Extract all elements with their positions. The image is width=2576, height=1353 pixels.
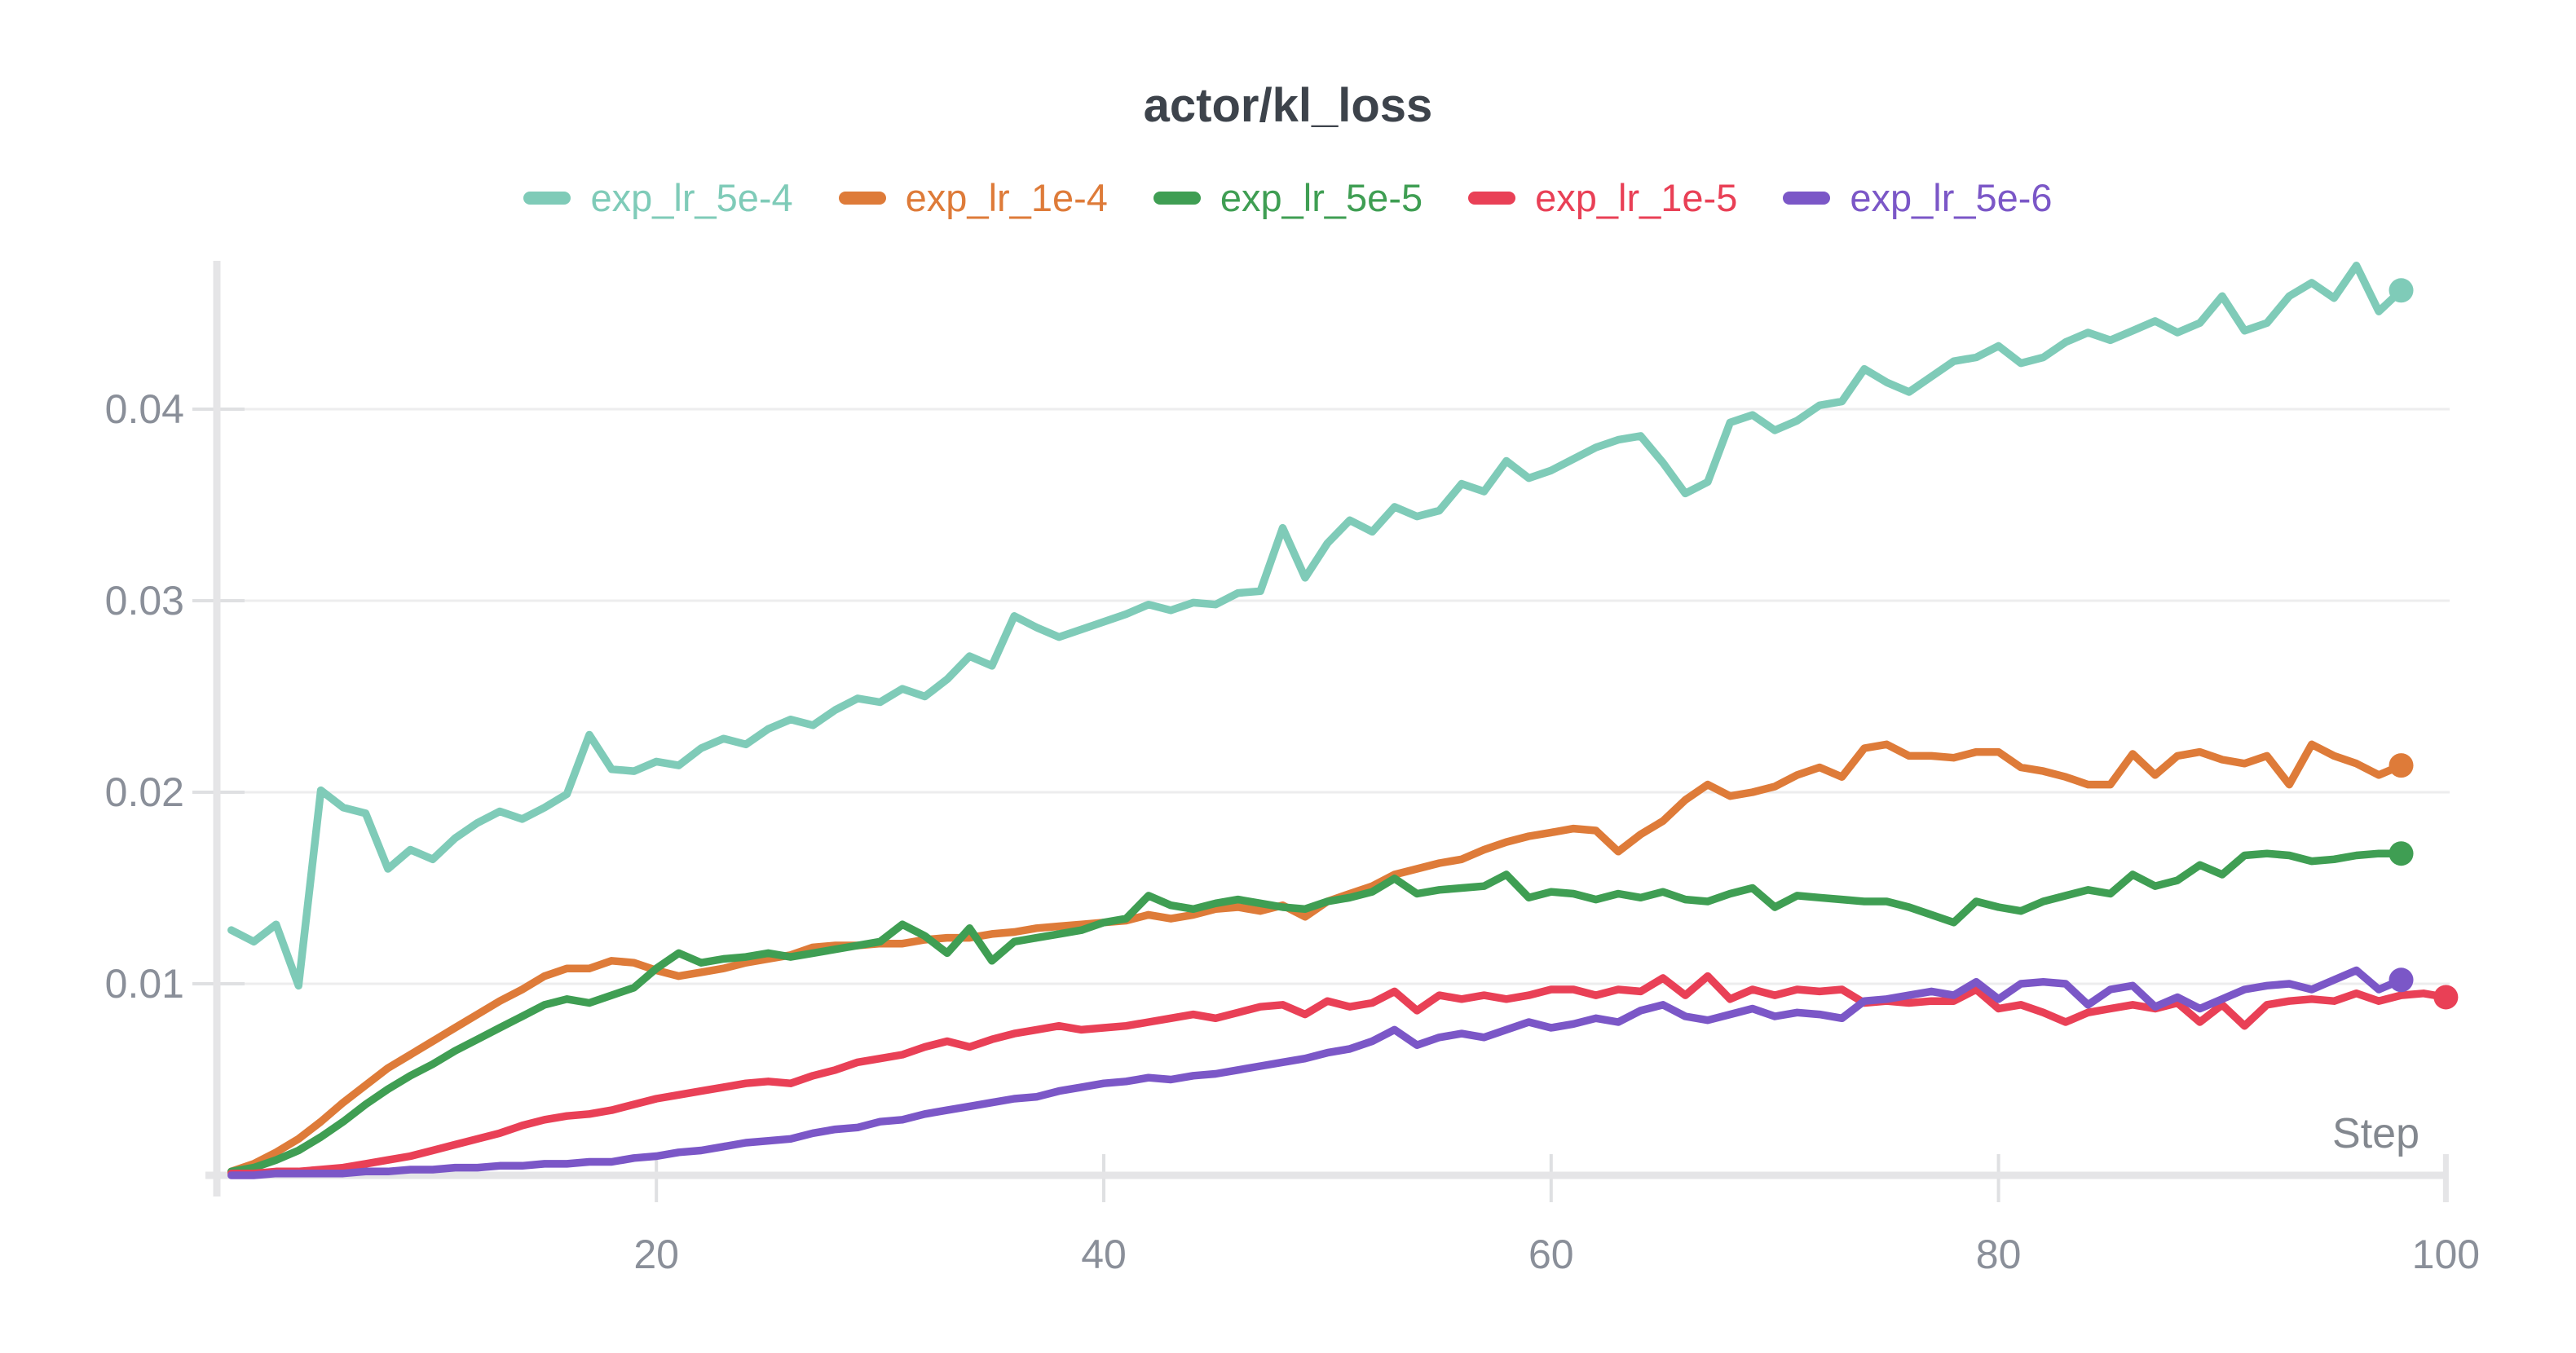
y-tick-label-0.01: 0.01 (105, 961, 184, 1007)
series-end-dot-exp_lr_5e-6 (2389, 967, 2414, 993)
y-tick-label-0.03: 0.03 (105, 578, 184, 624)
legend-item-exp_lr_1e-4[interactable]: exp_lr_1e-4 (838, 175, 1108, 220)
legend: exp_lr_5e-4 exp_lr_1e-4 exp_lr_5e-5 exp_lr_… (0, 175, 2576, 220)
x-tick-label-80: 80 (1976, 1232, 2022, 1277)
x-axis-label: Step (2332, 1110, 2419, 1157)
series-end-dot-exp_lr_5e-4 (2389, 278, 2414, 303)
series-end-dot-exp_lr_5e-5 (2389, 841, 2414, 866)
legend-swatch-exp_lr_1e-5 (1468, 191, 1516, 205)
legend-label: exp_lr_5e-5 (1220, 176, 1423, 219)
x-tick-label-100: 100 (2412, 1232, 2480, 1277)
legend-item-exp_lr_5e-4[interactable]: exp_lr_5e-4 (523, 175, 793, 220)
series-line-exp_lr_5e-5[interactable] (227, 849, 2406, 1176)
legend-item-exp_lr_1e-5[interactable]: exp_lr_1e-5 (1468, 175, 1737, 220)
legend-label: exp_lr_1e-4 (905, 176, 1108, 219)
x-tick-label-20: 20 (633, 1232, 679, 1277)
x-tick-label-40: 40 (1081, 1232, 1127, 1277)
legend-swatch-exp_lr_5e-6 (1783, 191, 1831, 205)
legend-swatch-exp_lr_5e-5 (1153, 191, 1201, 205)
legend-item-exp_lr_5e-6[interactable]: exp_lr_5e-6 (1783, 175, 2053, 220)
legend-label: exp_lr_5e-4 (590, 176, 793, 219)
y-tick-label-0.04: 0.04 (105, 386, 184, 432)
x-tick-label-60: 60 (1528, 1232, 1574, 1277)
series-line-exp_lr_1e-5[interactable] (227, 972, 2450, 1178)
series-line-exp_lr_5e-4[interactable] (227, 262, 2406, 990)
legend-item-exp_lr_5e-5[interactable]: exp_lr_5e-5 (1153, 175, 1423, 220)
legend-label: exp_lr_5e-6 (1850, 176, 2053, 219)
legend-swatch-exp_lr_5e-4 (523, 191, 571, 205)
chart-title: actor/kl_loss (1143, 79, 1433, 132)
series-end-dot-exp_lr_1e-5 (2433, 985, 2459, 1010)
legend-swatch-exp_lr_1e-4 (838, 191, 886, 205)
legend-label: exp_lr_1e-5 (1535, 176, 1738, 219)
series-line-exp_lr_5e-6[interactable] (227, 966, 2406, 1179)
y-tick-label-0.02: 0.02 (105, 769, 184, 815)
series-end-dot-exp_lr_1e-4 (2389, 753, 2414, 778)
series-line-exp_lr_1e-4[interactable] (227, 740, 2406, 1176)
